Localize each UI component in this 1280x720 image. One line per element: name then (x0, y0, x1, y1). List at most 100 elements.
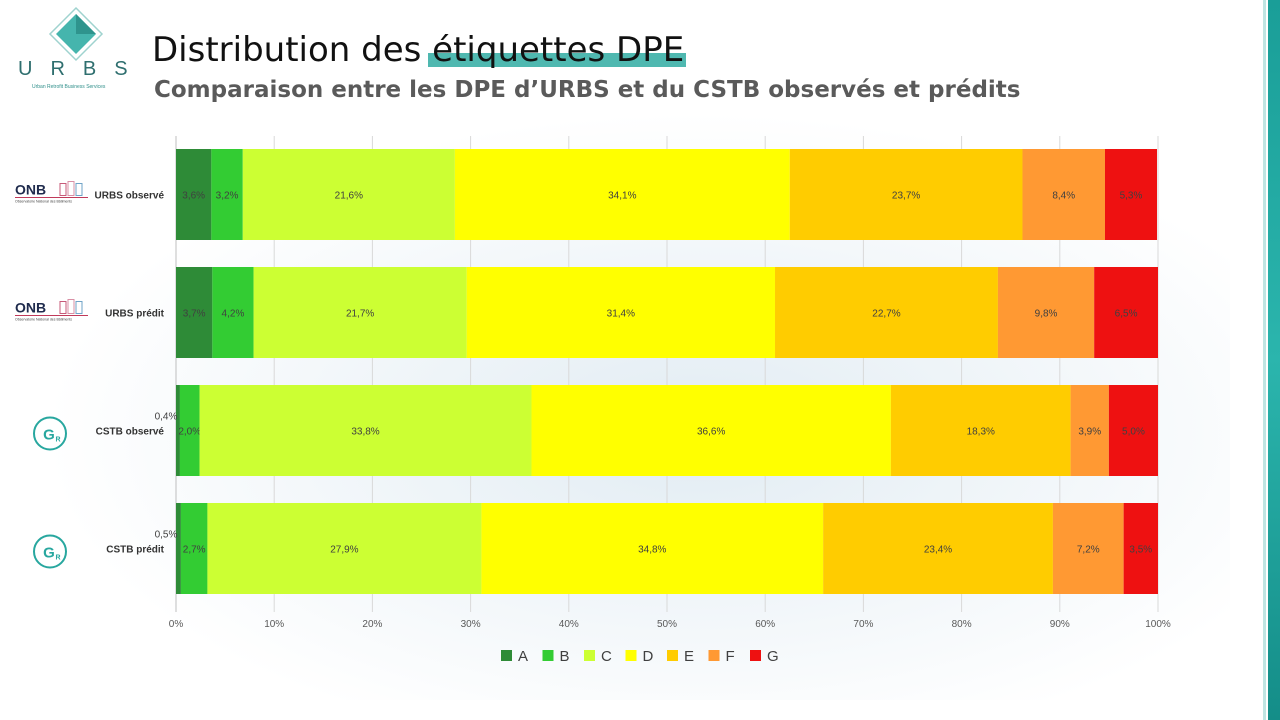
legend-label: A (518, 648, 528, 665)
legend-swatch-C (584, 650, 595, 661)
onb-building-icon (67, 181, 75, 196)
data-label: 3,5% (1129, 545, 1152, 556)
legend-swatch-D (625, 650, 637, 661)
onb-logo: ONB (15, 182, 46, 198)
gr-logo-icon (33, 416, 67, 451)
legend-label: G (767, 648, 779, 665)
x-tick-label: 0% (169, 619, 184, 630)
legend-swatch-B (542, 650, 554, 661)
onb-logo-caption: Observatoire National des Bâtiments (15, 200, 72, 204)
urbs-logo (14, 6, 134, 96)
bar-segment-D (454, 149, 790, 240)
bar-segment-A (176, 149, 212, 240)
bar-segment-E (823, 503, 1053, 594)
bar-segment-D (531, 385, 891, 476)
bar-segment-C (199, 385, 532, 476)
bar-segment-F (1022, 149, 1105, 240)
data-label: 6,5% (1115, 309, 1138, 320)
data-label: 3,9% (1078, 427, 1101, 438)
page-title: Distribution des étiquettes DPE (152, 30, 685, 70)
title-highlight (428, 53, 686, 67)
legend-swatch-G (750, 650, 761, 661)
data-label: 21,6% (335, 191, 363, 202)
bar-segment-B (211, 149, 243, 240)
data-label: 2,0% (178, 427, 201, 438)
legend-label: F (726, 648, 735, 665)
gr-logo-icon (33, 534, 67, 569)
onb-building-icon (59, 183, 67, 196)
bar-segment-B (179, 385, 200, 476)
bar-segment-G (1094, 267, 1158, 358)
page-subtitle: Comparaison entre les DPE d’URBS et du C… (154, 77, 1021, 103)
urbs-logo-diamond-icon (48, 6, 104, 62)
legend-label: D (643, 648, 654, 665)
data-label: 7,2% (1077, 545, 1100, 556)
data-label: 8,4% (1052, 191, 1075, 202)
bar-segment-F (1052, 503, 1124, 594)
bar-segment-A (176, 503, 181, 594)
bar-segment-D (481, 503, 824, 594)
x-tick-label: 90% (1050, 619, 1070, 630)
data-label: 23,4% (924, 545, 952, 556)
data-label: 22,7% (872, 309, 900, 320)
gr-logo-text-r: R (55, 437, 60, 444)
bar-segment-A (176, 385, 180, 476)
data-label: 31,4% (607, 309, 635, 320)
data-label: 3,7% (183, 309, 206, 320)
bar-segment-F (997, 267, 1095, 358)
data-label: 3,6% (182, 191, 205, 202)
bar-segment-G (1108, 385, 1158, 476)
data-label: 33,8% (351, 427, 379, 438)
bar-segment-E (890, 385, 1071, 476)
bar-segment-E (789, 149, 1023, 240)
category-label: URBS prédit (105, 309, 165, 320)
bar-segment-A (176, 267, 213, 358)
data-label: 18,3% (967, 427, 995, 438)
x-tick-label: 10% (264, 619, 284, 630)
data-label: 36,6% (697, 427, 725, 438)
data-label: 34,8% (638, 545, 666, 556)
bar-segment-G (1104, 149, 1158, 240)
legend-swatch-F (708, 650, 720, 661)
data-label: 34,1% (608, 191, 636, 202)
data-label: 5,0% (1122, 427, 1145, 438)
x-tick-label: 40% (559, 619, 579, 630)
urbs-logo-letters: URBS (18, 58, 146, 80)
bar-segment-C (207, 503, 482, 594)
onb-building-icon (75, 183, 83, 196)
decor-stripe-thin (1263, 0, 1266, 720)
data-label: 21,7% (346, 309, 374, 320)
bar-segment-G (1123, 503, 1158, 594)
gr-logo-text: G (43, 545, 55, 562)
x-tick-label: 30% (461, 619, 481, 630)
data-label: 3,2% (216, 191, 239, 202)
legend-label: E (684, 648, 694, 665)
legend-label: B (560, 648, 570, 665)
x-tick-label: 80% (952, 619, 972, 630)
category-label: CSTB observé (96, 427, 165, 438)
data-label: 2,7% (183, 545, 206, 556)
bar-segment-F (1070, 385, 1109, 476)
data-label: 0,4% (155, 412, 178, 423)
onb-logo-caption: Observatoire National des Bâtiments (15, 318, 72, 322)
onb-building-icon (59, 301, 67, 314)
category-label: URBS observé (95, 191, 165, 202)
data-label: 27,9% (330, 545, 358, 556)
x-tick-label: 100% (1145, 619, 1171, 630)
bar-segment-B (212, 267, 254, 358)
onb-logo: ONB (15, 300, 46, 316)
onb-building-icon (67, 299, 75, 314)
legend-swatch-A (501, 650, 512, 661)
x-tick-label: 50% (657, 619, 677, 630)
category-label: CSTB prédit (106, 545, 164, 556)
bar-segment-C (242, 149, 455, 240)
legend-swatch-E (667, 650, 678, 661)
gr-logo-text: G (43, 427, 55, 444)
x-tick-label: 60% (755, 619, 775, 630)
bar-segment-B (180, 503, 208, 594)
data-label: 0,5% (155, 530, 178, 541)
bar-segment-C (253, 267, 467, 358)
onb-building-icon (75, 301, 83, 314)
data-label: 5,3% (1120, 191, 1143, 202)
